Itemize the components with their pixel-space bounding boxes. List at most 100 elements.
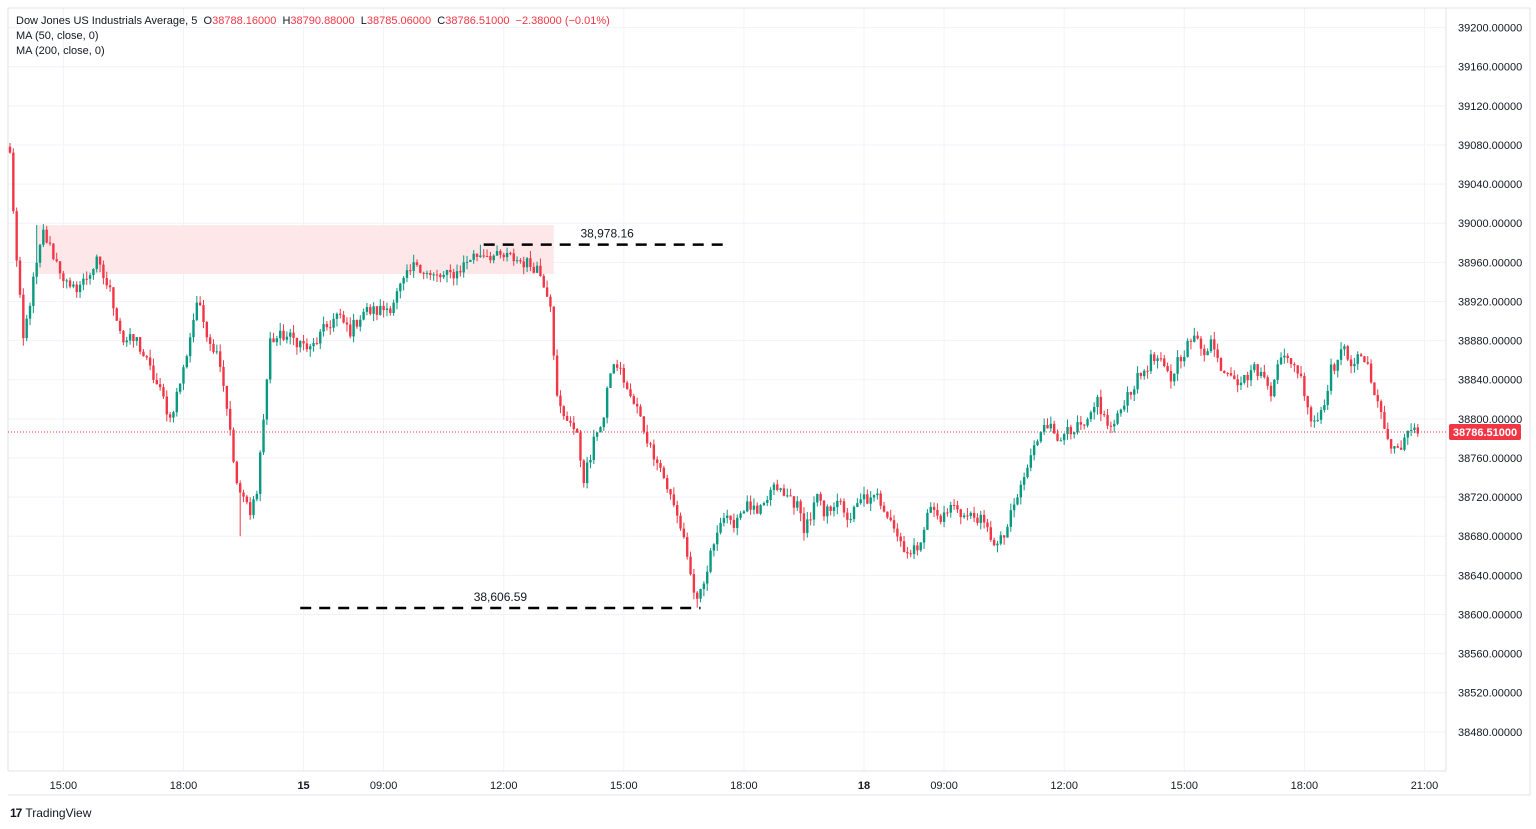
candle <box>1299 366 1303 379</box>
legend-open-label: O <box>203 15 213 27</box>
candle-body <box>535 265 539 273</box>
candle-body <box>272 338 275 343</box>
candle-body <box>1409 430 1413 432</box>
candle-body <box>1219 357 1223 371</box>
candle-body <box>162 387 165 397</box>
candle-body <box>846 512 849 520</box>
candle-body <box>1346 346 1349 360</box>
candle-body <box>929 506 932 513</box>
candle-body <box>479 255 482 257</box>
candle <box>459 265 462 277</box>
candle <box>625 380 629 390</box>
candle-body <box>429 272 432 275</box>
candle-body <box>1189 340 1193 342</box>
candle-body <box>642 416 646 432</box>
candle <box>742 510 746 514</box>
candle-body <box>672 494 676 506</box>
candle <box>1059 437 1063 442</box>
candle-body <box>175 391 178 413</box>
candle-body <box>692 574 696 593</box>
candle <box>1236 374 1239 393</box>
tradingview-brand[interactable]: 17 TradingView <box>10 806 91 820</box>
candle-body <box>1343 346 1346 350</box>
candle <box>589 454 592 469</box>
candle <box>25 314 28 342</box>
candle-body <box>78 284 82 293</box>
candle-body <box>849 519 852 521</box>
candle-body <box>1416 427 1419 434</box>
candle-body <box>319 331 322 344</box>
level-label-1: 38,978.16 <box>580 227 634 241</box>
candle-body <box>836 500 839 508</box>
candle-body <box>742 511 746 514</box>
candle-body <box>862 494 866 500</box>
candle-body <box>1366 362 1369 364</box>
candle-body <box>522 261 525 268</box>
candle <box>68 277 72 289</box>
candle-body <box>625 382 629 390</box>
candle <box>279 322 282 346</box>
candle-body <box>1396 446 1399 448</box>
candle-body <box>982 514 986 523</box>
candle-body <box>218 351 222 367</box>
candle-body <box>932 506 936 510</box>
candle-body <box>75 284 78 293</box>
candle-body <box>1026 467 1029 478</box>
candle <box>776 479 779 492</box>
candle <box>1229 367 1233 377</box>
candle-body <box>736 517 739 528</box>
price-tick-label: 38480.00000 <box>1458 727 1522 739</box>
candle-body <box>165 396 168 415</box>
candle <box>732 513 736 533</box>
candle <box>92 268 95 280</box>
candle <box>632 393 636 405</box>
candle-body <box>1413 427 1416 431</box>
candle <box>629 383 632 398</box>
candle-body <box>912 545 916 555</box>
candle <box>1279 352 1283 365</box>
candle <box>565 411 569 422</box>
candle <box>786 488 789 498</box>
candle <box>382 300 385 318</box>
candle-body <box>419 264 422 273</box>
candle-body <box>465 261 469 263</box>
candle <box>1082 424 1086 430</box>
candle <box>122 330 125 346</box>
candle-body <box>365 307 369 312</box>
candle-body <box>615 364 619 368</box>
legend-low: 38785.06000 <box>366 15 432 27</box>
candle-body <box>635 403 639 407</box>
candle-body <box>866 494 869 504</box>
candle-body <box>1243 375 1246 383</box>
candle <box>726 509 729 524</box>
candle-body <box>158 384 162 388</box>
candle <box>1379 399 1383 419</box>
candle <box>906 546 909 559</box>
legend-ma200[interactable]: MA (200, close, 0) <box>16 45 105 57</box>
legend-interval[interactable]: 5 <box>191 15 198 27</box>
candle <box>162 383 165 399</box>
candle-body <box>782 488 786 496</box>
candle <box>582 459 585 488</box>
candle-body <box>1136 372 1139 390</box>
candle <box>332 313 335 332</box>
candle <box>1396 443 1399 449</box>
candle-body <box>295 337 299 348</box>
candle <box>529 250 532 272</box>
legend-symbol[interactable]: Dow Jones US Industrials Average <box>16 15 186 27</box>
time-tick-label: 12:00 <box>490 780 518 792</box>
legend-ma50[interactable]: MA (50, close, 0) <box>16 30 99 42</box>
candle <box>469 259 472 262</box>
candle-body <box>58 261 62 274</box>
candle <box>836 493 839 515</box>
candle-body <box>579 432 582 461</box>
candle-body <box>242 492 245 497</box>
candle-body <box>999 535 1002 544</box>
candle <box>158 378 162 391</box>
candle-body <box>789 495 792 497</box>
candle <box>168 411 172 423</box>
candle <box>492 254 495 264</box>
candle-body <box>202 305 205 322</box>
candle <box>879 490 882 510</box>
